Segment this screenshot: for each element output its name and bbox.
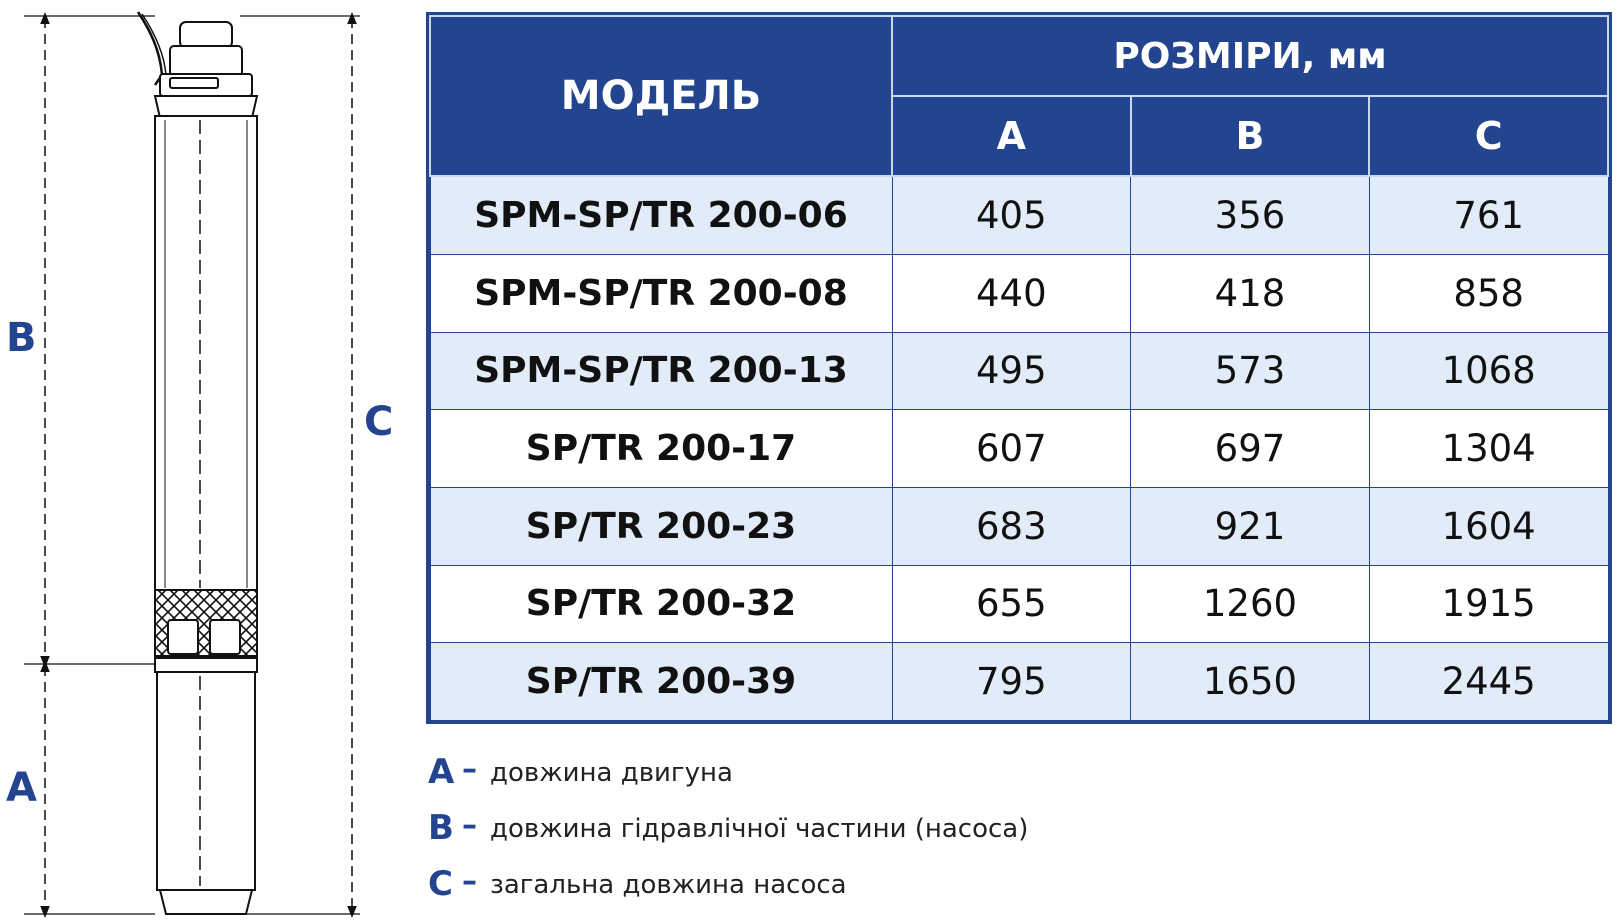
dimensions-header: РОЗМІРИ, мм: [891, 15, 1609, 97]
legend-dash: –: [462, 808, 477, 843]
model-header: МОДЕЛЬ: [429, 15, 893, 177]
column-header-a: A: [891, 95, 1132, 177]
b-cell: 1650: [1130, 642, 1370, 721]
b-cell: 356: [1130, 175, 1370, 255]
c-cell: 2445: [1368, 642, 1609, 721]
dimension-a-label: A: [6, 765, 37, 811]
model-cell: SP/TR 200-23: [429, 486, 893, 566]
legend-dash: –: [462, 752, 477, 787]
legend-dash: –: [462, 864, 477, 899]
dimension-c: [240, 11, 360, 918]
a-cell: 495: [891, 331, 1132, 411]
pump-motor: [154, 657, 258, 915]
c-cell: 1068: [1368, 331, 1609, 411]
table-row: SP/TR 200-17 607 697 1304: [429, 409, 1609, 488]
pump-outlet: [153, 21, 259, 119]
table-row: SP/TR 200-39 795 1650 2445: [429, 642, 1609, 721]
a-cell: 440: [891, 254, 1132, 333]
c-cell: 1915: [1368, 564, 1609, 644]
table-row: SP/TR 200-32 655 1260 1915: [429, 564, 1609, 644]
legend-text: загальна довжина насоса: [490, 870, 847, 900]
b-cell: 418: [1130, 254, 1370, 333]
b-cell: 921: [1130, 486, 1370, 566]
column-header-c: C: [1368, 95, 1609, 177]
model-cell: SP/TR 200-17: [429, 409, 893, 488]
a-cell: 683: [891, 486, 1132, 566]
c-cell: 1304: [1368, 409, 1609, 488]
legend-key: B: [428, 808, 454, 848]
a-cell: 795: [891, 642, 1132, 721]
suction-screen: [154, 589, 258, 657]
model-cell: SPM-SP/TR 200-13: [429, 331, 893, 411]
a-cell: 607: [891, 409, 1132, 488]
model-cell: SP/TR 200-39: [429, 642, 893, 721]
b-cell: 697: [1130, 409, 1370, 488]
legend-text: довжина двигуна: [490, 758, 733, 788]
model-cell: SPM-SP/TR 200-08: [429, 254, 893, 333]
legend-key: C: [428, 864, 453, 904]
legend-text: довжина гідравлічної частини (насоса): [490, 814, 1029, 844]
cable: [136, 11, 164, 86]
dimension-a: [24, 660, 155, 918]
b-cell: 1260: [1130, 564, 1370, 644]
table-row: SP/TR 200-23 683 921 1604: [429, 486, 1609, 566]
column-header-b: B: [1129, 95, 1371, 177]
a-cell: 405: [891, 175, 1132, 255]
table-row: SPM-SP/TR 200-13 495 573 1068: [429, 331, 1609, 411]
c-cell: 761: [1368, 175, 1609, 255]
table-row: SPM-SP/TR 200-06 405 356 761: [429, 175, 1609, 255]
legend-key: A: [428, 752, 455, 792]
dimension-b-label: B: [6, 315, 37, 361]
c-cell: 1604: [1368, 486, 1609, 566]
table-row: SPM-SP/TR 200-08 440 418 858: [429, 254, 1609, 333]
pump-body: [154, 115, 258, 591]
dimension-c-label: C: [364, 399, 394, 445]
dimension-b: [24, 11, 155, 668]
dimensions-table: МОДЕЛЬ РОЗМІРИ, мм A B C SPM-SP/TR 200-0…: [429, 15, 1609, 721]
a-cell: 655: [891, 564, 1132, 644]
pump-drawing: [24, 11, 360, 918]
b-cell: 573: [1130, 331, 1370, 411]
c-cell: 858: [1368, 254, 1609, 333]
dimensions-table-frame: МОДЕЛЬ РОЗМІРИ, мм A B C SPM-SP/TR 200-0…: [426, 12, 1612, 724]
model-cell: SP/TR 200-32: [429, 564, 893, 644]
model-cell: SPM-SP/TR 200-06: [429, 175, 893, 255]
